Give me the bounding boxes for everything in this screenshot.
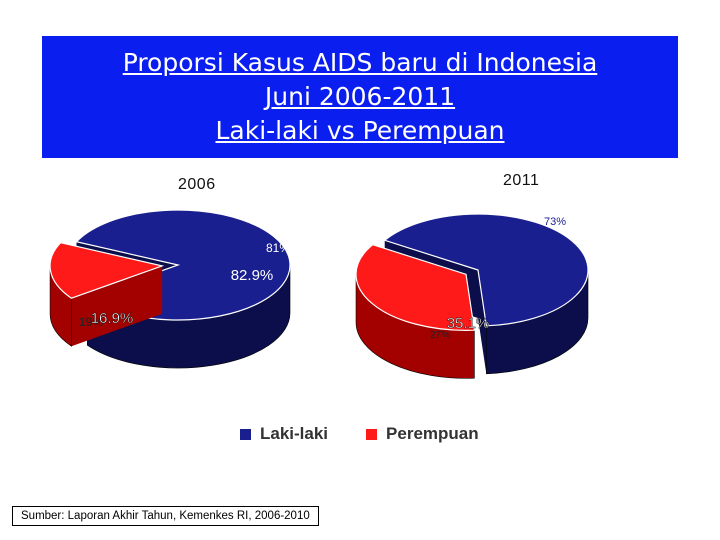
chart-legend: Laki-laki Perempuan	[240, 424, 517, 444]
pie-2011-slice-perempuan	[355, 244, 476, 379]
pie-2011: 73% 27% 64.9% 35.1%	[355, 213, 589, 379]
pie-2006-data-label-0: 82.9%	[231, 267, 274, 284]
pie-2011-overlay-label-0: 73%	[544, 216, 566, 228]
pie-2011-data-label-0: 64.9%	[525, 251, 568, 268]
pie-2006-overlay-label-0: 81%	[266, 241, 290, 255]
pie-2011-slice-laki-laki-top	[383, 213, 589, 327]
legend-item-laki-laki: Laki-laki	[240, 424, 328, 444]
pie-2006-slice-perempuan	[49, 242, 165, 347]
legend-label-laki-laki: Laki-laki	[260, 424, 329, 443]
slide-title-line3: Laki-laki vs Perempuan	[215, 116, 505, 145]
slide-title-line2: Juni 2006-2011	[264, 82, 456, 111]
pie-2011-slice-perempuan-top	[355, 244, 476, 331]
chart-title-2011: 2011	[503, 172, 540, 189]
legend-swatch-perempuan	[366, 428, 378, 440]
pie-charts: 81% 19% 82.9% 16.9% 73% 27% 64.9% 35.1%	[49, 209, 589, 379]
pie-2011-overlay-label-1: 27%	[430, 330, 450, 341]
legend-label-perempuan: Perempuan	[386, 424, 479, 443]
pie-2006-data-label-1: 16.9%	[91, 310, 134, 327]
pie-2011-slice-laki-laki	[383, 213, 589, 375]
pie-2006-slice-perempuan-top	[49, 242, 165, 299]
legend-swatch-laki-laki	[240, 428, 251, 440]
pie-2006: 81% 19% 82.9% 16.9%	[49, 209, 291, 369]
pie-2006-overlay-label-1: 19%	[79, 315, 103, 329]
slide-title-line1: Proporsi Kasus AIDS baru di Indonesia	[122, 48, 598, 77]
pie-2011-data-label-1: 35.1%	[447, 315, 490, 332]
pie-2011-slice-laki-laki-wall-1	[478, 270, 487, 374]
source-note: Sumber: Laporan Akhir Tahun, Kemenkes RI…	[12, 506, 319, 526]
slide-title-box: Proporsi Kasus AIDS baru di Indonesia Ju…	[42, 36, 678, 158]
chart-title-2006: 2006	[178, 176, 216, 193]
legend-item-perempuan: Perempuan	[366, 424, 479, 444]
